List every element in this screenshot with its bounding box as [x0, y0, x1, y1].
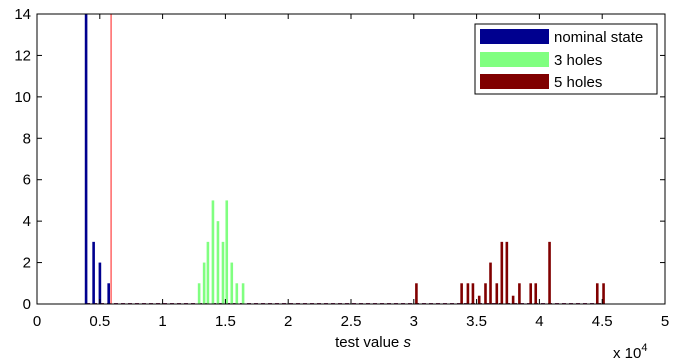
bar-3-holes-2: [206, 241, 210, 304]
bar-nominal-state-1: [92, 241, 95, 304]
legend-label-5-holes: 5 holes: [554, 74, 602, 91]
bar-3-holes-4: [216, 221, 220, 304]
plot-frame: [36, 13, 666, 305]
bar-5-holes-6: [489, 262, 492, 304]
y-tick-label: 14: [14, 6, 31, 23]
bar-3-holes-0: [197, 283, 201, 304]
bar-5-holes-12: [529, 283, 533, 304]
bar-5-holes-16: [602, 283, 605, 304]
bar-5-holes-9: [505, 241, 509, 304]
y-tick-label: 6: [23, 172, 31, 189]
bar-nominal-state-3: [107, 283, 110, 304]
y-tick-label: 4: [23, 213, 31, 230]
x-multiplier: x 104: [613, 342, 647, 362]
bar-5-holes-13: [534, 283, 538, 304]
x-multiplier-base: x 10: [613, 345, 641, 362]
legend-swatch-3-holes: [480, 52, 549, 67]
bar-nominal-state-2: [98, 262, 102, 304]
x-tick-label: 0.5: [89, 313, 110, 330]
legend-swatch-nominal-state: [480, 29, 549, 44]
x-tick-label: 4.5: [592, 313, 613, 330]
bar-3-holes-3: [211, 200, 215, 304]
bar-3-holes-5: [221, 241, 225, 304]
axis-ticks: 0 0.5 1 1.5 2 2.5 3 3.5 4 4.5 5 0 2 4 6 8 10 12 14: [14, 6, 669, 330]
bar-5-holes-3: [471, 283, 475, 304]
bar-3-holes-6: [225, 200, 229, 304]
bars-layer: [84, 14, 605, 304]
x-tick-label: 1: [158, 313, 166, 330]
bar-3-holes-9: [241, 283, 245, 304]
x-tick-label: 5: [661, 313, 669, 330]
x-axis-title-variable: s: [403, 334, 411, 351]
x-tick-label: 3.5: [466, 313, 487, 330]
x-multiplier-exponent: 4: [641, 342, 647, 354]
bar-5-holes-0: [415, 283, 418, 304]
bar-5-holes-15: [595, 283, 599, 304]
x-tick-label: 2: [284, 313, 292, 330]
legend-label-nominal-state: nominal state: [554, 29, 643, 46]
bar-3-holes-8: [235, 283, 239, 304]
x-axis-title-main: test value: [335, 334, 403, 351]
bar-5-holes-1: [460, 283, 463, 304]
y-tick-label: 0: [23, 296, 31, 313]
legend-label-3-holes: 3 holes: [554, 52, 602, 69]
bar-5-holes-4: [477, 295, 481, 304]
bar-5-holes-10: [511, 295, 515, 304]
x-tick-label: 1.5: [215, 313, 236, 330]
bar-3-holes-1: [202, 262, 206, 304]
y-tick-label: 12: [14, 47, 31, 64]
x-tick-label: 4: [535, 313, 543, 330]
x-tick-label: 2.5: [341, 313, 362, 330]
bar-5-holes-8: [500, 241, 504, 304]
legend: nominal state 3 holes 5 holes: [474, 23, 658, 95]
bar-5-holes-14: [548, 241, 551, 304]
bar-nominal-state-0: [84, 14, 88, 304]
y-tick-label: 10: [14, 89, 31, 106]
y-tick-label: 8: [23, 130, 31, 147]
bar-3-holes-7: [230, 262, 234, 304]
bar-5-holes-5: [484, 283, 487, 304]
x-tick-label: 3: [410, 313, 418, 330]
bar-5-holes-11: [518, 283, 521, 304]
bar-5-holes-2: [466, 283, 470, 304]
bar-5-holes-7: [495, 283, 499, 304]
x-tick-label: 0: [33, 313, 41, 330]
y-tick-label: 2: [23, 255, 31, 272]
legend-swatch-5-holes: [480, 74, 549, 89]
x-axis-title: test value s: [335, 334, 411, 351]
